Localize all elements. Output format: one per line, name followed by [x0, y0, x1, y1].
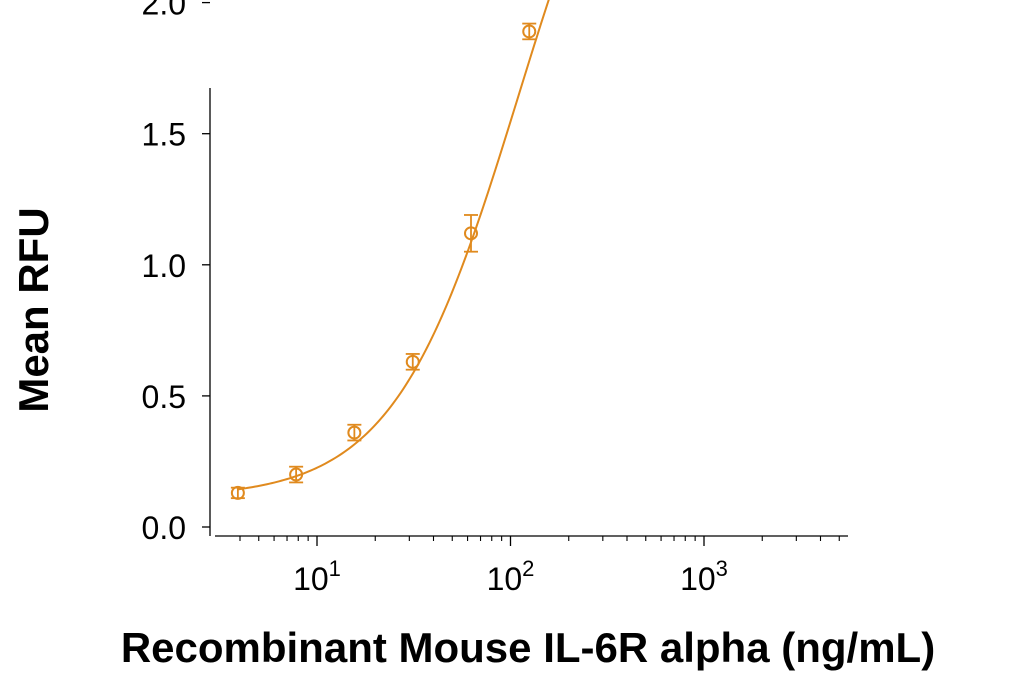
data-point — [405, 353, 420, 371]
y-tick-label: 1.5 — [142, 117, 186, 153]
data-point — [347, 423, 362, 442]
x-axis-label: Recombinant Mouse IL-6R alpha (ng/mL) — [121, 624, 935, 671]
data-point — [289, 465, 304, 484]
y-tick-label: 1.0 — [142, 248, 186, 284]
fit-curve-layer — [237, 0, 550, 491]
data-marker — [289, 467, 304, 482]
data-marker — [464, 226, 479, 241]
y-tick-label: 0.0 — [142, 510, 186, 546]
data-point — [522, 22, 537, 41]
y-axis-label: Mean RFU — [10, 207, 57, 412]
data-marker — [522, 24, 537, 39]
data-point — [230, 485, 245, 500]
x-tick-label: 101 — [293, 556, 341, 597]
x-tick-label: 102 — [487, 556, 535, 597]
data-marker — [347, 425, 362, 440]
y-tick-label: 2.0 — [142, 0, 186, 22]
data-marker — [230, 485, 245, 500]
data-points-layer — [230, 22, 537, 500]
x-tick-label: 103 — [680, 556, 728, 597]
data-marker — [405, 354, 420, 369]
data-point — [464, 214, 479, 253]
fit-curve — [237, 0, 550, 491]
y-tick-label: 0.5 — [142, 379, 186, 415]
